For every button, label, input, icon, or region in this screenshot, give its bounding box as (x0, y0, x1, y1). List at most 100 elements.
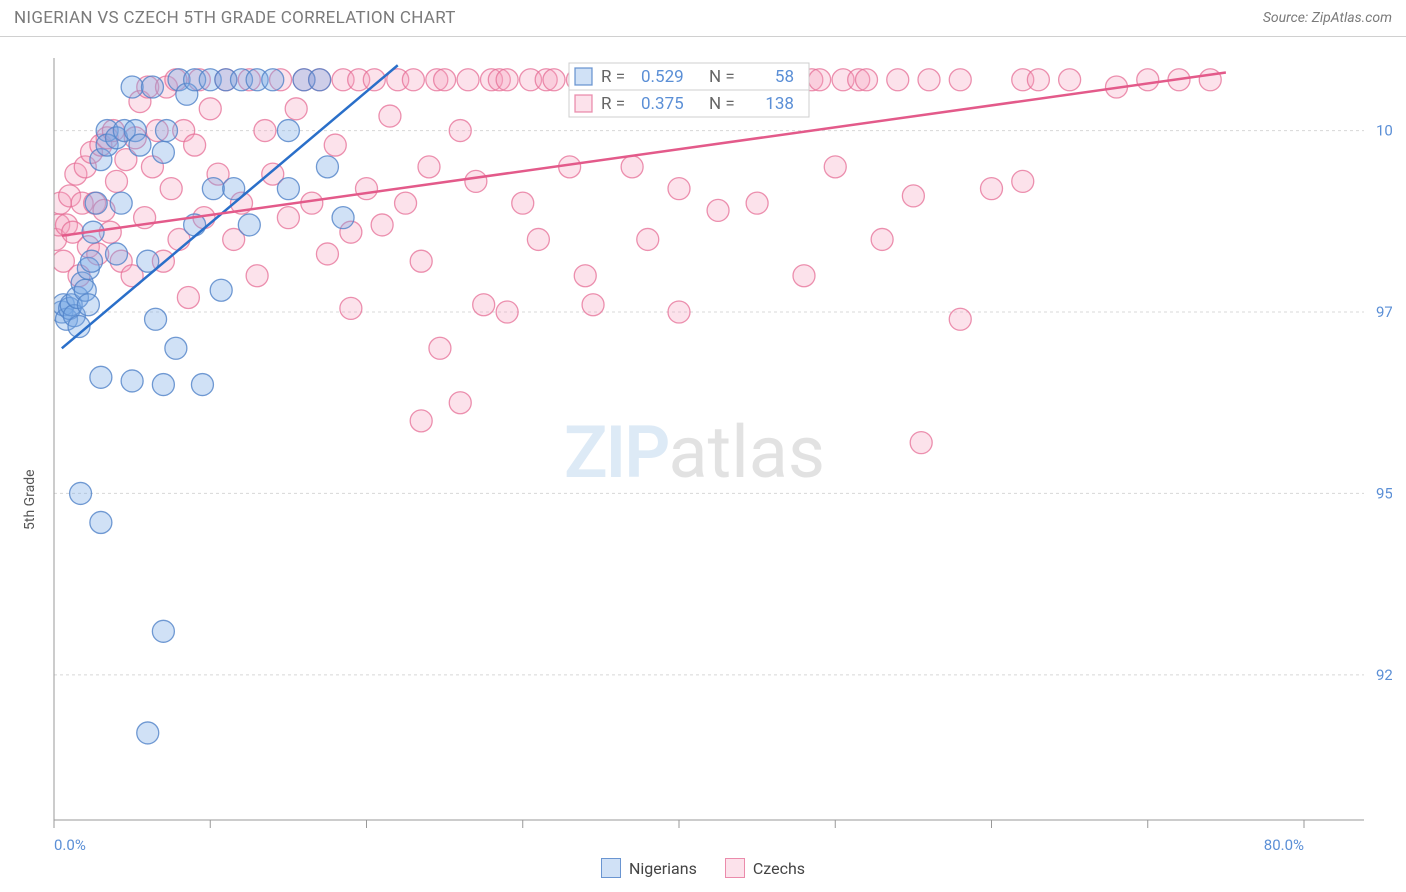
svg-text:0.529: 0.529 (641, 67, 684, 87)
svg-text:0.375: 0.375 (641, 94, 684, 114)
data-point (152, 141, 174, 163)
data-point (910, 432, 932, 454)
svg-text:N =: N = (709, 67, 735, 87)
data-point (410, 250, 432, 272)
data-point (160, 178, 182, 200)
data-point (137, 722, 159, 744)
svg-text:138: 138 (765, 94, 794, 114)
data-point (152, 374, 174, 396)
y-tick-label: 97.5% (1376, 303, 1392, 321)
data-point (465, 170, 487, 192)
data-point (238, 214, 260, 236)
svg-text:R =: R = (601, 67, 625, 87)
data-point (254, 120, 276, 142)
data-point (199, 98, 221, 120)
data-point (395, 192, 417, 214)
data-point (496, 301, 518, 323)
data-point (429, 337, 451, 359)
data-point (902, 185, 924, 207)
data-point (918, 69, 940, 91)
data-point (81, 250, 103, 272)
data-point (309, 69, 331, 91)
data-point (793, 265, 815, 287)
data-point (621, 156, 643, 178)
data-point (1199, 69, 1221, 91)
chart-header: NIGERIAN VS CZECH 5TH GRADE CORRELATION … (0, 0, 1406, 37)
chart-source: Source: ZipAtlas.com (1263, 10, 1392, 26)
stat-box: R =0.529N =58R =0.375N =138 (569, 63, 809, 117)
data-point (90, 366, 112, 388)
legend: Nigerians Czechs (14, 858, 1392, 878)
data-point (512, 192, 534, 214)
data-point (316, 243, 338, 265)
data-point (707, 199, 729, 221)
legend-item: Nigerians (601, 858, 697, 878)
data-point (332, 207, 354, 229)
data-point (449, 392, 471, 414)
data-point (285, 98, 307, 120)
y-tick-label: 92.5% (1376, 666, 1392, 684)
data-point (527, 228, 549, 250)
data-point (121, 76, 143, 98)
data-point (434, 69, 456, 91)
data-point (668, 301, 690, 323)
svg-text:R =: R = (601, 94, 625, 114)
data-point (191, 374, 213, 396)
data-point (202, 178, 224, 200)
legend-label: Czechs (753, 859, 805, 878)
data-point (949, 308, 971, 330)
data-point (141, 76, 163, 98)
data-point (1059, 69, 1081, 91)
data-point (177, 286, 199, 308)
data-point (324, 134, 346, 156)
data-point (340, 297, 362, 319)
data-point (70, 482, 92, 504)
data-point (981, 178, 1003, 200)
svg-text:N =: N = (709, 94, 735, 114)
data-point (449, 120, 471, 142)
data-point (77, 294, 99, 316)
data-point (824, 156, 846, 178)
data-point (85, 192, 107, 214)
data-point (316, 156, 338, 178)
data-point (1027, 69, 1049, 91)
data-point (809, 69, 831, 91)
data-point (277, 178, 299, 200)
data-point (1012, 170, 1034, 192)
legend-swatch (601, 858, 621, 878)
data-point (746, 192, 768, 214)
data-point (106, 170, 128, 192)
data-point (152, 620, 174, 642)
y-axis-label: 5th Grade (22, 469, 38, 530)
data-point (418, 156, 440, 178)
data-point (379, 105, 401, 127)
data-point (410, 410, 432, 432)
data-point (473, 294, 495, 316)
data-point (949, 69, 971, 91)
data-point (856, 69, 878, 91)
data-point (1137, 69, 1159, 91)
data-point (356, 178, 378, 200)
data-point (582, 294, 604, 316)
legend-swatch (725, 858, 745, 878)
data-point (210, 279, 232, 301)
data-point (129, 134, 151, 156)
data-point (871, 228, 893, 250)
data-point (106, 243, 128, 265)
data-point (277, 120, 299, 142)
data-point (496, 69, 518, 91)
x-tick-label: 0.0% (54, 836, 86, 854)
data-point (277, 207, 299, 229)
data-point (402, 69, 424, 91)
data-point (184, 134, 206, 156)
data-point (145, 308, 167, 330)
data-point (121, 370, 143, 392)
data-point (165, 337, 187, 359)
data-point (887, 69, 909, 91)
data-point (457, 69, 479, 91)
scatter-plot: 92.5%95.0%97.5%100.0%0.0%80.0%R =0.529N … (14, 50, 1392, 878)
data-point (90, 511, 112, 533)
data-point (668, 178, 690, 200)
y-tick-label: 95.0% (1376, 484, 1392, 502)
legend-label: Nigerians (629, 859, 697, 878)
